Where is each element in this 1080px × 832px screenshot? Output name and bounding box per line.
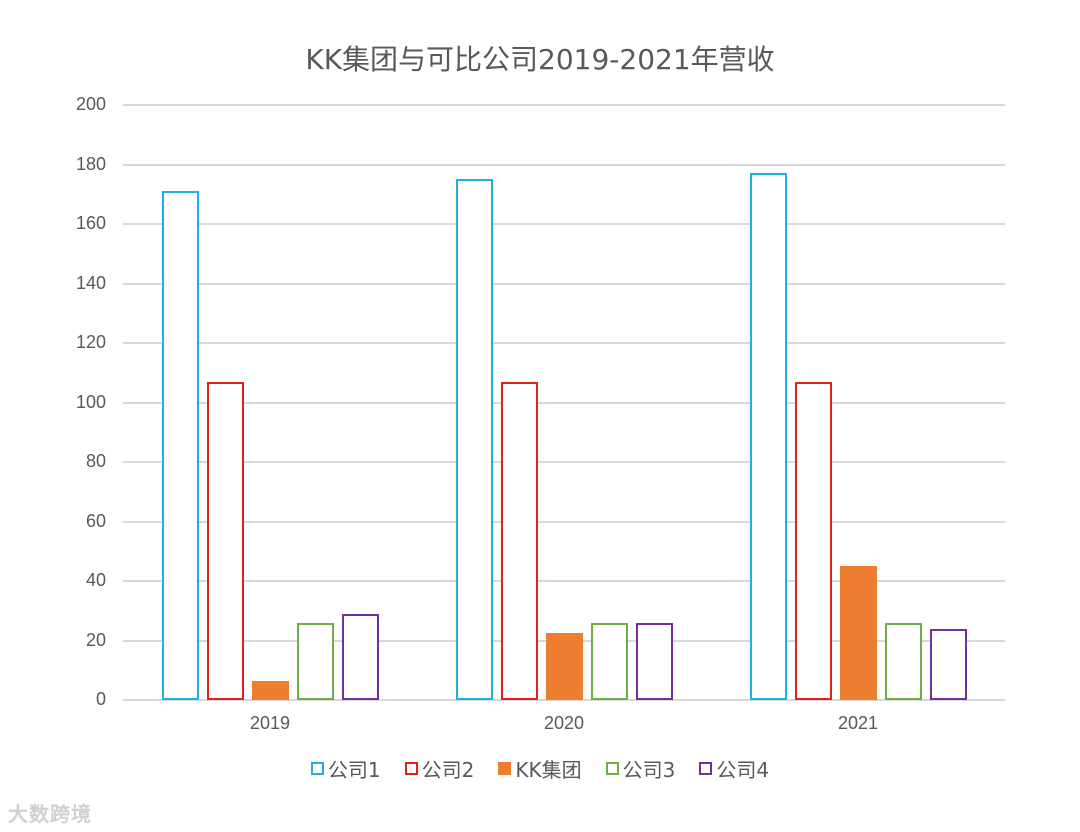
gridline: [123, 342, 1005, 344]
y-tick-label: 200: [75, 94, 106, 114]
y-tick-label: 180: [75, 153, 106, 174]
gridline: [123, 461, 1005, 463]
bar: [749, 173, 787, 700]
y-tick-label: 100: [75, 391, 106, 412]
y-tick-label: 160: [75, 213, 106, 233]
gridline: [123, 163, 1005, 166]
gridline: [123, 282, 1005, 285]
y-tick-label: 80: [85, 451, 106, 471]
bar: [251, 680, 289, 700]
bar: [839, 566, 877, 700]
legend-label: 公司1: [327, 758, 381, 782]
legend-item: KK集团: [498, 754, 582, 783]
bar: [590, 622, 628, 700]
bar: [545, 633, 583, 700]
y-tick-label: 40: [85, 570, 106, 590]
y-tick-label: 20: [85, 629, 106, 650]
bar: [341, 613, 379, 700]
bar: [884, 622, 922, 700]
legend: 公司1 公司2 KK集团 公司3 公司4: [0, 754, 1080, 783]
legend-item: 公司4: [699, 754, 769, 783]
legend-label: 公司2: [421, 758, 475, 782]
gridline: [123, 520, 1005, 523]
bar: [296, 622, 334, 700]
legend-swatch-icon: [699, 762, 713, 775]
y-tick-label: 0: [95, 689, 106, 709]
bar: [161, 191, 199, 700]
watermark: 大数跨境: [8, 802, 92, 826]
legend-swatch-icon: [498, 762, 512, 775]
legend-label: 公司4: [716, 758, 770, 782]
bar: [455, 179, 493, 700]
legend-swatch-icon: [605, 762, 619, 775]
y-tick-label: 60: [85, 510, 106, 531]
gridline: [123, 580, 1005, 582]
gridline: [123, 223, 1005, 225]
legend-item: 公司1: [310, 754, 381, 783]
x-tick-label: 2020: [543, 713, 585, 733]
bar: [500, 381, 538, 700]
bar: [929, 628, 967, 700]
legend-swatch-icon: [404, 762, 418, 775]
x-tick-label: 2019: [249, 713, 291, 733]
y-tick-label: 140: [75, 272, 106, 293]
legend-swatch-icon: [310, 762, 324, 775]
chart-title: KK集团与可比公司2019-2021年营收: [305, 43, 775, 76]
bar: [794, 381, 832, 700]
gridline: [123, 104, 1005, 106]
bar: [635, 622, 673, 700]
bar: [206, 381, 244, 700]
legend-item: 公司2: [404, 754, 475, 783]
legend-label: 公司3: [622, 758, 676, 782]
x-tick-label: 2021: [837, 713, 879, 733]
legend-item: 公司3: [605, 754, 676, 783]
y-tick-label: 120: [75, 332, 106, 352]
x-axis-line: [123, 699, 1005, 701]
legend-label: KK集团: [515, 758, 582, 782]
gridline: [123, 401, 1005, 404]
